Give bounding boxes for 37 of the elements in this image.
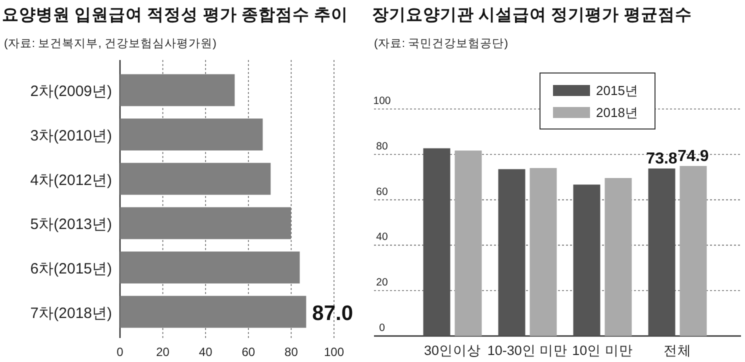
bar [120, 207, 291, 240]
bar [120, 162, 271, 195]
x-tick-label: 0 [116, 345, 124, 359]
x-tick-label: 20 [156, 345, 170, 359]
bar [120, 296, 306, 328]
y-tick-label: 20 [376, 276, 388, 289]
y-tick-label: 4차(2012년) [30, 172, 112, 189]
bar [120, 252, 300, 284]
y-tick-label: 5차(2013년) [30, 216, 112, 234]
x-tick-label: 80 [284, 345, 298, 359]
x-tick-label: 전체 [664, 343, 692, 358]
y-tick-label: 100 [373, 95, 391, 107]
bar [120, 118, 263, 150]
x-tick-label: 100 [324, 345, 344, 359]
x-tick-label: 40 [198, 345, 213, 359]
y-tick-label: 2차(2009년) [30, 83, 112, 100]
data-label: 74.9 [678, 148, 709, 165]
y-tick-label: 40 [376, 231, 388, 244]
y-tick-label: 0 [379, 322, 386, 334]
x-tick-label: 10-30인 미만 [487, 343, 568, 358]
y-tick-label: 3차(2010년) [30, 128, 112, 144]
y-tick-label: 80 [376, 140, 388, 152]
chart-subtitle: (자료: 보건복지부, 건강보험심사평가원) [4, 38, 217, 50]
bar [120, 74, 235, 106]
data-label: 87.0 [312, 302, 354, 325]
legend-label: 2018년 [596, 105, 638, 120]
y-tick-label: 7차(2018년) [30, 304, 112, 322]
y-tick-label: 60 [376, 186, 388, 198]
x-tick-label: 60 [242, 345, 256, 359]
legend-label: 2015년 [596, 83, 638, 98]
chart-title: 요양병원 입원급여 적정성 평가 종합점수 추이 [2, 6, 348, 24]
chart-subtitle: (자료: 국민건강보험공단) [374, 38, 508, 50]
data-label: 73.8 [646, 150, 678, 168]
x-tick-label: 30인이상 [424, 343, 482, 358]
chart-title: 장기요양기관 시설급여 정기평가 평균점수 [372, 6, 692, 24]
y-tick-label: 6차(2015년) [30, 260, 112, 278]
x-tick-label: 10인 미만 [572, 343, 633, 358]
